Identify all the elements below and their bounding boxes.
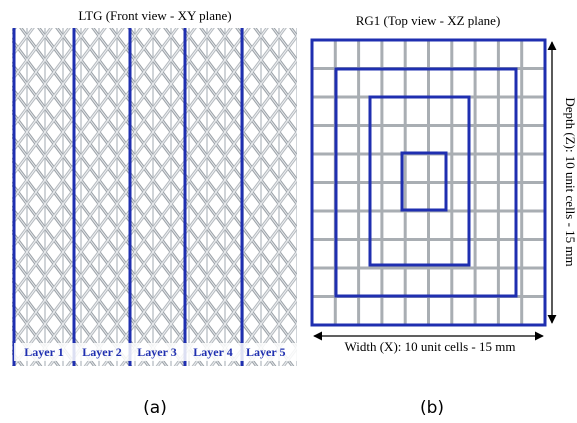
figure: LTG (Front view - XY plane) Layer 1 Laye… — [0, 0, 577, 423]
grid — [312, 40, 545, 325]
panel-a: LTG (Front view - XY plane) Layer 1 Laye… — [12, 0, 305, 380]
caption: (a) — [143, 398, 167, 418]
page: {"panel_a": {"title": "LTG (Front view -… — [0, 0, 577, 423]
panel-title: LTG (Front view - XY plane) — [78, 8, 231, 23]
layer-label: Layer 4 — [193, 345, 232, 359]
caption: (b) — [420, 398, 444, 418]
layer-label: Layer 1 — [24, 345, 63, 359]
width-label: Width (X): 10 unit cells - 15 mm — [345, 339, 516, 354]
lattice — [12, 28, 297, 366]
layer-label: Layer 5 — [246, 345, 285, 359]
panel-b: RG1 (Top view - XZ plane) Width (X): 10 … — [312, 13, 577, 354]
panel-title: RG1 (Top view - XZ plane) — [356, 13, 501, 28]
layer-label: Layer 2 — [82, 345, 121, 359]
depth-label: Depth (Z): 10 unit cells - 15 mm — [563, 97, 577, 266]
layer-label: Layer 3 — [137, 345, 176, 359]
